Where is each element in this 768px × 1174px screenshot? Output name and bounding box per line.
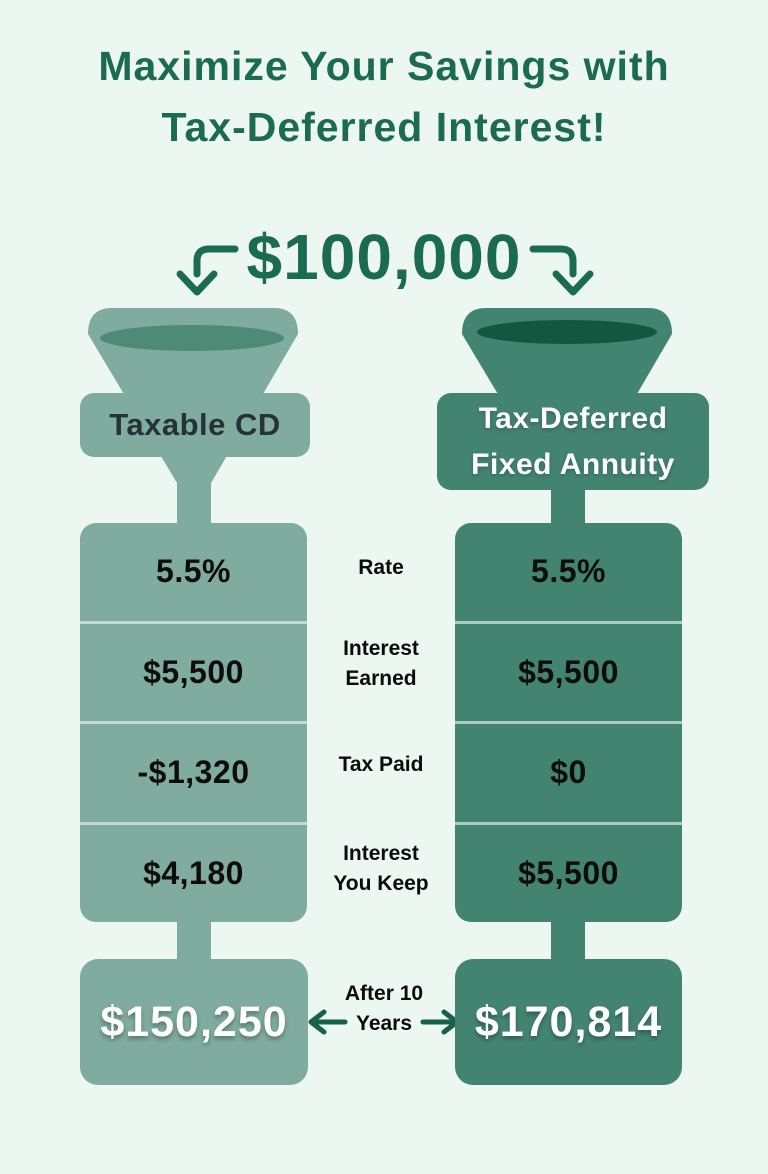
row-label-rate: Rate xyxy=(314,523,448,613)
flow-arrow-left-icon xyxy=(193,245,239,278)
fixed-annuity-column: 5.5% $5,500 $0 $5,500 xyxy=(455,523,682,922)
row-label-tax-paid: Tax Paid xyxy=(314,714,448,815)
fixed-annuity-total-value: $170,814 xyxy=(474,997,663,1046)
fixed-annuity-rate-value: 5.5% xyxy=(531,553,606,590)
row-label-interest-you-keep-line1: Interest xyxy=(343,841,419,865)
funnel-left-opening-icon xyxy=(100,325,284,351)
row-label-interest-earned-line1: Interest xyxy=(343,636,419,660)
flow-arrow-left-head-icon xyxy=(176,270,218,296)
flow-arrow-right-icon xyxy=(529,245,577,278)
funnel-right-opening-icon xyxy=(477,320,657,344)
row-label-interest-earned: Interest Earned xyxy=(314,613,448,714)
row-label-interest-you-keep: Interest You Keep xyxy=(314,815,448,922)
taxable-cd-total-value: $150,250 xyxy=(100,997,288,1046)
after-10-years-label: After 10 Years xyxy=(322,979,446,1039)
fixed-annuity-interest-earned-value: $5,500 xyxy=(455,620,682,722)
row-label-interest-you-keep-line2: You Keep xyxy=(333,871,429,895)
flow-arrow-right-head-icon xyxy=(552,270,594,296)
row-label-rate-line1: Rate xyxy=(358,556,404,579)
taxable-cd-rate-value: 5.5% xyxy=(156,553,231,590)
row-label-tax-paid-line1: Tax Paid xyxy=(338,752,424,776)
fixed-annuity-total-box: $170,814 xyxy=(455,959,682,1085)
fixed-annuity-label-line2: Fixed Annuity xyxy=(471,447,675,481)
page-title-line2: Tax-Deferred Interest! xyxy=(161,104,607,150)
row-label-interest-earned-line2: Earned xyxy=(345,666,417,690)
taxable-cd-label-text: Taxable CD xyxy=(109,407,281,442)
page-title: Maximize Your Savings with Tax-Deferred … xyxy=(0,36,768,158)
after-10-years-line1: After 10 xyxy=(344,982,424,1005)
total-arrow-left-head-icon xyxy=(308,1009,327,1035)
taxable-cd-total-box: $150,250 xyxy=(80,959,308,1085)
stem-left xyxy=(177,921,211,960)
fixed-annuity-tax-paid-value: $0 xyxy=(455,721,682,822)
initial-amount: $100,000 xyxy=(246,221,522,293)
taxable-cd-label: Taxable CD xyxy=(80,393,310,457)
fixed-annuity-label: Tax-Deferred Fixed Annuity xyxy=(437,393,709,490)
fixed-annuity-interest-kept-value: $5,500 xyxy=(455,821,682,923)
fixed-annuity-label-line1: Tax-Deferred xyxy=(478,401,668,435)
taxable-cd-interest-earned-value: $5,500 xyxy=(80,620,307,722)
taxable-cd-interest-kept-value: $4,180 xyxy=(80,821,307,923)
page-title-line1: Maximize Your Savings with xyxy=(98,43,670,89)
after-10-years-line2: Years xyxy=(355,1012,413,1035)
stem-right xyxy=(551,921,585,960)
taxable-cd-column: 5.5% $5,500 -$1,320 $4,180 xyxy=(80,523,307,922)
taxable-cd-tax-paid-value: -$1,320 xyxy=(80,721,307,822)
split-arrows xyxy=(176,245,594,296)
